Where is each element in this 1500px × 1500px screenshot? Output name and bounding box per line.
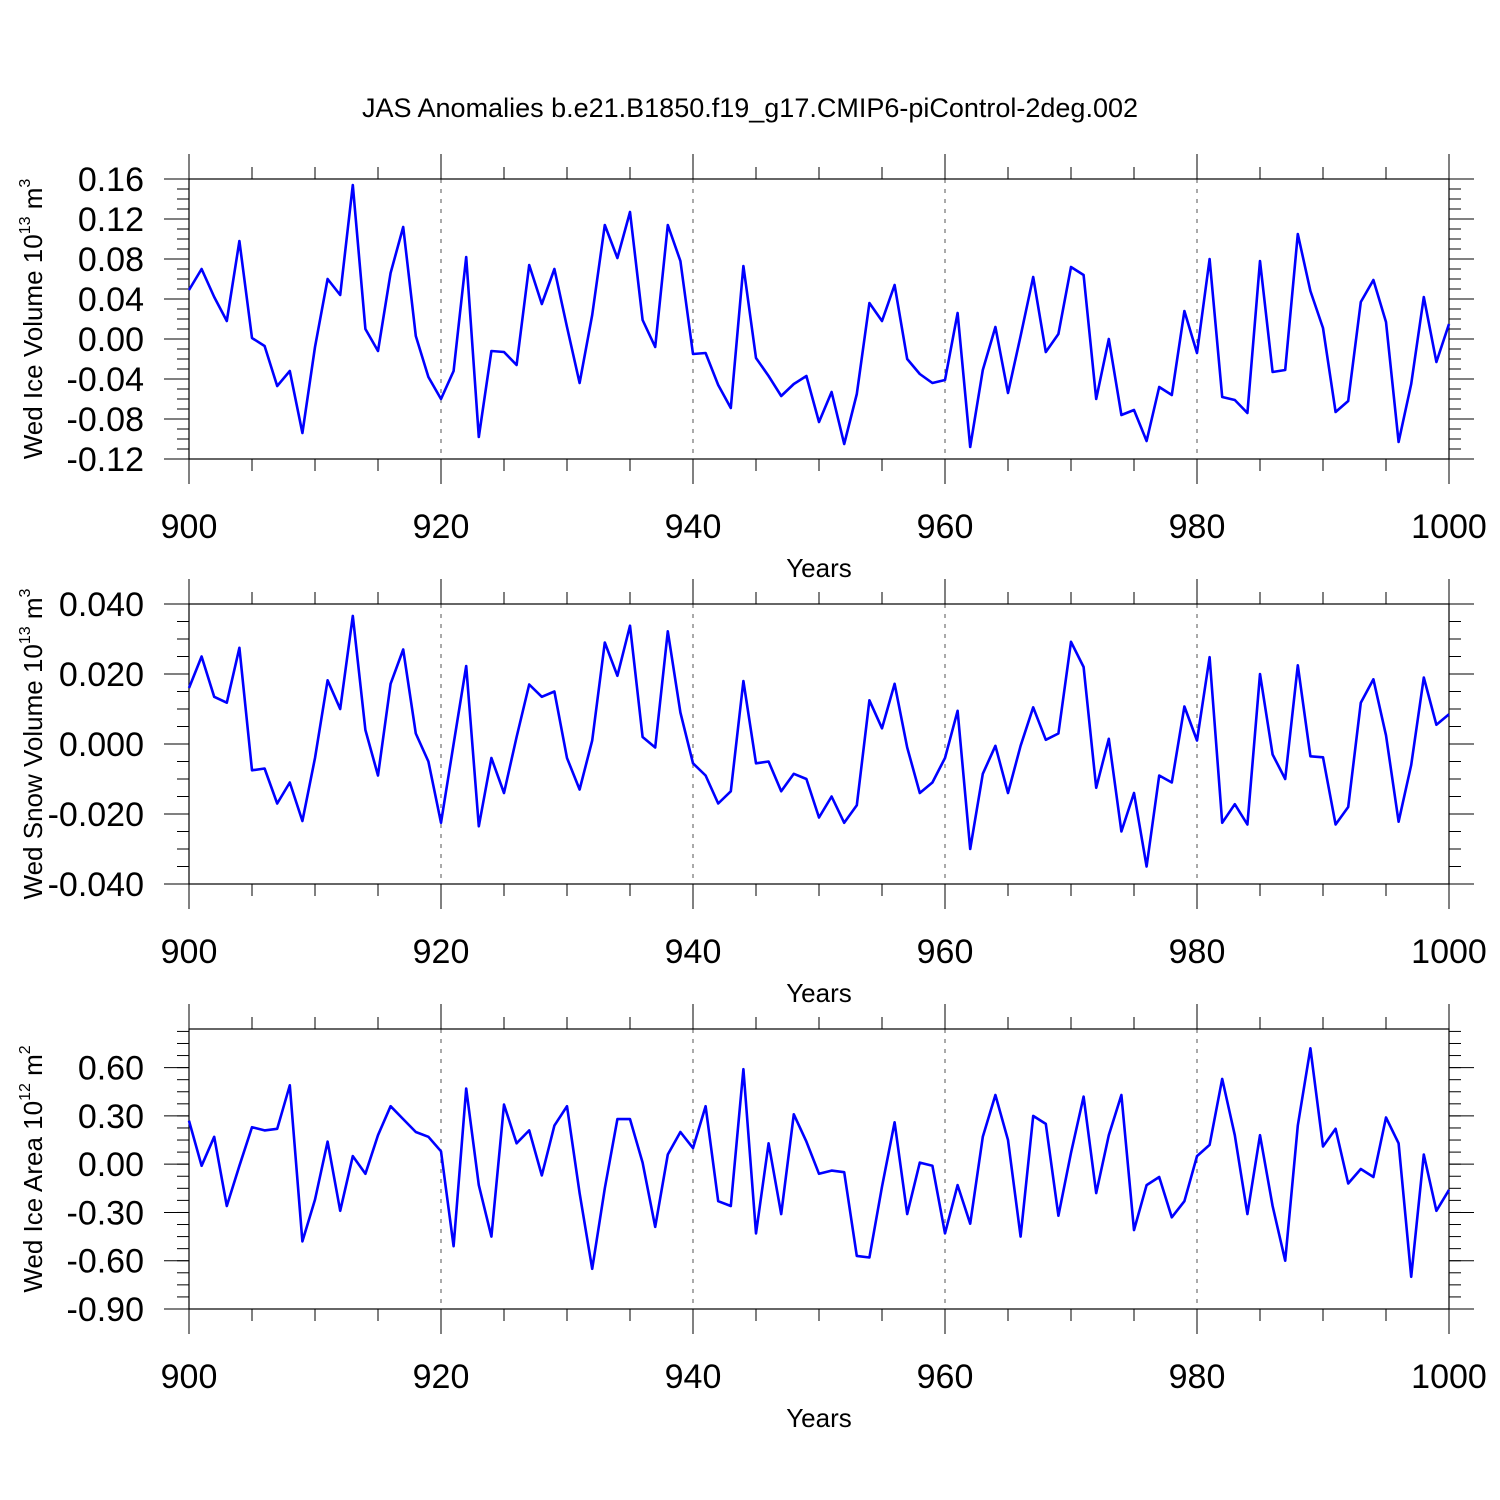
y-tick-label: -0.040	[48, 866, 144, 904]
y-tick-label: 0.60	[78, 1050, 144, 1088]
y-axis-title: Wed Ice Volume 1013 m3	[17, 179, 48, 460]
y-tick-label: -0.08	[67, 401, 145, 439]
y-tick-label: 0.08	[78, 241, 144, 279]
panel-snow-volume: 900 920 940 960 980 1000 -0.040 -0.020 0.000 0.02…	[17, 579, 1487, 1008]
y-axis-title: Wed Snow Volume 1013 m3	[17, 588, 48, 899]
y-tick-label: -0.60	[67, 1243, 145, 1281]
x-tick-label: 980	[1169, 508, 1226, 546]
y-tick-label: -0.04	[67, 361, 145, 399]
panel-ice-area: 900 920 940 960 980 1000 -0.90 -0.60 -0.30 0.00 0.…	[17, 1004, 1487, 1433]
chart-title: JAS Anomalies b.e21.B1850.f19_g17.CMIP6-…	[362, 93, 1138, 123]
y-tick-label: -0.020	[48, 796, 144, 834]
y-tick-label: -0.90	[67, 1291, 145, 1329]
y-axis-title: Wed Ice Area 1012 m2	[17, 1045, 48, 1292]
plot-frame	[188, 603, 1450, 885]
y-tick-label: -0.30	[67, 1194, 145, 1232]
y-tick-label: 0.00	[78, 321, 144, 359]
y-tick-label: 0.000	[59, 726, 144, 764]
series-line	[187, 1047, 1451, 1279]
x-tick-label: 920	[413, 933, 470, 971]
series-line	[187, 614, 1450, 868]
x-tick-label: 900	[161, 1358, 218, 1396]
x-axis-title: Years	[786, 978, 852, 1008]
y-tick-label: 0.04	[78, 281, 144, 319]
x-tick-label: 920	[413, 508, 470, 546]
x-tick-label: 900	[161, 508, 218, 546]
y-tick-label: 0.020	[59, 656, 144, 694]
x-tick-label: 960	[917, 933, 974, 971]
x-tick-label: 960	[917, 1358, 974, 1396]
panel-ice-volume: 900 920 940 960 980 1000-0.12-0.08-0.040.000.…	[17, 154, 1487, 583]
x-tick-label: 940	[665, 508, 722, 546]
x-tick-label: 960	[917, 508, 974, 546]
x-axis-title: Years	[786, 1403, 852, 1433]
y-tick-label: 0.12	[78, 201, 144, 239]
y-tick-label: 0.00	[78, 1146, 144, 1184]
x-tick-label: 920	[413, 1358, 470, 1396]
y-tick-label: -0.12	[67, 441, 145, 479]
x-tick-label: 980	[1169, 1358, 1226, 1396]
y-tick-label: 0.040	[59, 586, 144, 624]
series-line	[187, 183, 1451, 449]
x-tick-label: 980	[1169, 933, 1226, 971]
plot-frame	[188, 178, 1450, 460]
x-tick-label: 940	[665, 1358, 722, 1396]
x-tick-label: 940	[665, 933, 722, 971]
y-tick-label: 0.30	[78, 1098, 144, 1136]
x-tick-label: 1000	[1411, 508, 1487, 546]
x-axis-title: Years	[786, 553, 852, 583]
x-tick-label: 900	[161, 933, 218, 971]
x-tick-label: 1000	[1411, 1358, 1487, 1396]
x-tick-label: 1000	[1411, 933, 1487, 971]
plot-frame	[188, 1028, 1450, 1310]
y-tick-label: 0.16	[78, 161, 144, 199]
